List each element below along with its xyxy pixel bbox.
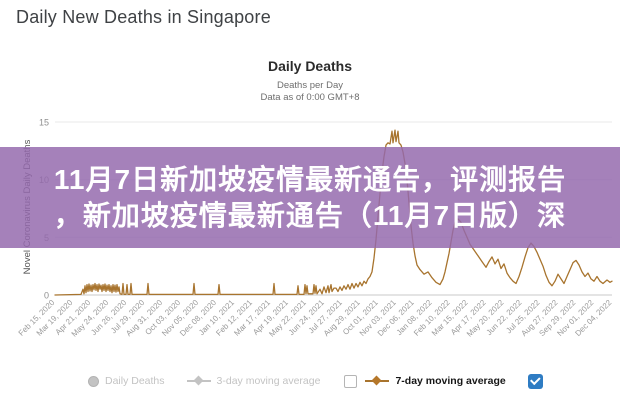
y-tick-label-0: 0 bbox=[44, 291, 49, 301]
chart-header: Daily Deaths Deaths per Day Data as of 0… bbox=[0, 58, 620, 104]
legend-label-daily-deaths: Daily Deaths bbox=[105, 375, 165, 387]
chart-title: Daily Deaths bbox=[267, 58, 353, 74]
legend-label-7-day-average: 7-day moving average bbox=[395, 375, 506, 387]
overlay-text-line-1: 11月7日新加坡疫情最新通告，评测报告 bbox=[53, 163, 567, 195]
checkbox-unchecked[interactable] bbox=[344, 374, 358, 388]
chart-legend: Daily Deaths 3-day moving average 7-day … bbox=[0, 367, 620, 395]
checkbox-checked[interactable] bbox=[527, 373, 543, 389]
overlay-text-line-2: ，新加坡疫情最新通告（11月7日版）深 bbox=[53, 199, 567, 231]
page-title: Daily New Deaths in Singapore bbox=[16, 7, 271, 27]
chart-subtitle-2: Data as of 0:00 GMT+8 bbox=[260, 92, 360, 103]
chart-subtitle-1: Deaths per Day bbox=[276, 80, 343, 91]
promo-text-overlay: 11月7日新加坡疫情最新通告，评测报告 ，新加坡疫情最新通告（11月7日版）深 bbox=[0, 147, 620, 248]
series-7-day-moving-average bbox=[54, 129, 613, 296]
line-diamond-marker-icon bbox=[186, 375, 211, 385]
circle-marker-icon bbox=[88, 375, 99, 387]
legend-item-7-day-average[interactable]: 7-day moving average bbox=[365, 375, 506, 387]
line-diamond-marker-icon-active bbox=[365, 375, 390, 385]
legend-label-3-day-average: 3-day moving average bbox=[216, 375, 321, 387]
y-tick-label-15: 15 bbox=[39, 118, 49, 128]
legend-item-3-day-average[interactable]: 3-day moving average bbox=[186, 375, 321, 387]
legend-item-daily-deaths[interactable]: Daily Deaths bbox=[88, 375, 165, 387]
